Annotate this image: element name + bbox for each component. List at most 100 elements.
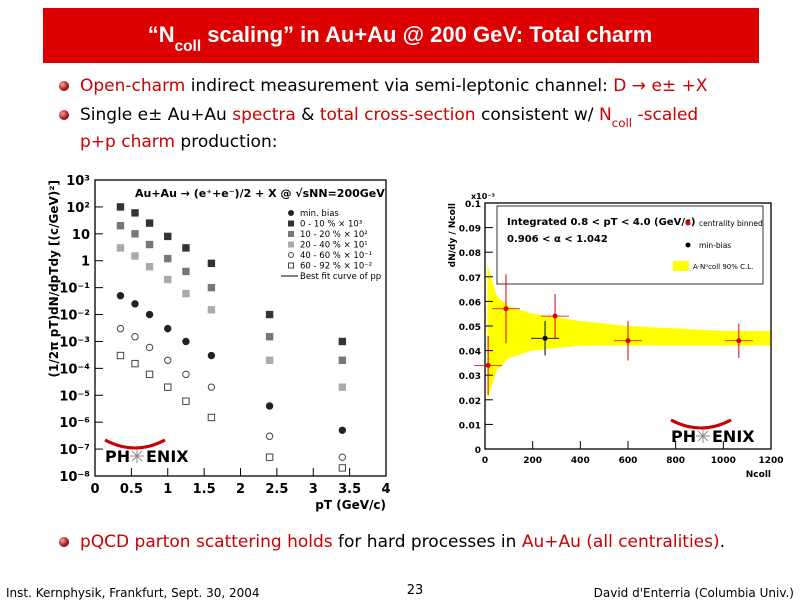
data-point [131, 333, 139, 341]
legend-label: min. bias [300, 209, 339, 219]
text-run: scaling” in Au+Au @ 200 GeV: Total charm [201, 22, 652, 47]
legend-marker [685, 220, 691, 226]
x-tick-label: 800 [666, 456, 685, 466]
y-tick-label: 10⁻⁷ [59, 443, 90, 458]
x-tick-label: 1.5 [193, 482, 216, 497]
data-point [207, 306, 216, 314]
logo-arc [670, 418, 732, 430]
text-run: . [720, 532, 725, 552]
data-point [265, 453, 274, 461]
data-point [338, 383, 347, 391]
x-tick-label: 3.5 [338, 482, 361, 497]
y-tick-label: 10⁻⁸ [59, 470, 90, 485]
text-run: N [599, 105, 612, 125]
x-tick-label: 2 [236, 482, 245, 497]
data-point [265, 356, 274, 364]
legend-swatch [673, 261, 689, 271]
x-tick-label: 4 [381, 482, 390, 497]
text-run: total cross-section [320, 105, 476, 125]
text-run: p+p charm [80, 132, 175, 152]
x-tick-label: 2.5 [265, 482, 288, 497]
logo-star [131, 450, 138, 457]
data-point [182, 267, 190, 276]
exponent-label: x10⁻³ [471, 192, 496, 201]
confidence-band [487, 264, 771, 400]
data-point [338, 356, 347, 364]
legend-label: A·Nᵅcoll 90% C.L. [693, 263, 753, 271]
text-run: spectra [232, 105, 296, 125]
data-point [164, 356, 172, 364]
data-point [131, 359, 139, 368]
note: Integrated 0.8 < pT < 4.0 (GeV/c) [507, 217, 695, 228]
legend-label: 10 - 20 % × 10² [300, 230, 368, 240]
y-tick-label: 0.03 [459, 372, 481, 382]
x-tick-label: 200 [523, 456, 542, 466]
legend-label: centrality binned [699, 219, 763, 228]
x-axis-label: pT (GeV/c) [315, 498, 386, 512]
text-run: -scaled [632, 105, 698, 125]
text-run: & [296, 105, 320, 125]
text-run: “N [148, 22, 175, 47]
title-band [43, 8, 759, 63]
y-tick-label: 0.07 [459, 274, 481, 284]
data-point [265, 402, 274, 410]
y-tick-label: 0.08 [459, 249, 481, 259]
y-tick-label: 10³ [66, 174, 90, 189]
y-tick-label: 10⁻³ [59, 335, 90, 350]
data-point [145, 219, 154, 227]
data-point [145, 240, 154, 249]
text-line: p+p charm production: [80, 132, 277, 152]
y-tick-label: 1 [81, 255, 90, 270]
logo-star [131, 455, 138, 462]
legend-marker [685, 242, 691, 248]
y-tick-label: 0.04 [459, 348, 481, 358]
annotation: Au+Au → (e⁺+e⁻)/2 + X @ √sNN=200GeV [135, 187, 385, 200]
x-tick-label: 3 [309, 482, 318, 497]
text-run: D → e± +X [613, 76, 707, 96]
y-tick-label: 0.1 [465, 200, 481, 210]
y-tick-label: 0.05 [459, 323, 481, 333]
text-run: Open-charm [80, 76, 185, 96]
text-run: coll [612, 116, 632, 130]
data-point [265, 432, 274, 440]
y-axis-label: dN/dy / Ncoll [448, 203, 458, 267]
y-axis-label: (1/2π pT)dN/dpTdy [(c/GeV)²] [47, 180, 61, 377]
data-point [182, 397, 190, 405]
data-point [265, 333, 274, 341]
y-tick-label: 0.09 [459, 225, 481, 235]
logo-star [697, 435, 704, 442]
data-point [542, 335, 548, 341]
data-point [164, 383, 172, 391]
y-tick-label: 0.02 [459, 397, 481, 407]
y-tick-label: 10⁻¹ [59, 282, 90, 297]
x-tick-label: 0.5 [120, 482, 143, 497]
data-point [207, 413, 216, 422]
data-point [207, 283, 216, 292]
data-point [116, 203, 125, 211]
text-line: “Ncoll scaling” in Au+Au @ 200 GeV: Tota… [148, 22, 653, 55]
y-tick-label: 10⁻⁶ [59, 416, 90, 431]
logo-star [136, 455, 143, 462]
legend-label: 40 - 60 % × 10⁻¹ [300, 251, 372, 261]
data-point [338, 464, 347, 472]
data-point [145, 310, 154, 319]
legend-label: Best fit curve of pp [300, 272, 381, 282]
data-point [116, 324, 125, 333]
legend-marker [288, 252, 294, 258]
data-point [164, 275, 172, 284]
y-tick-label: 10⁻² [59, 309, 90, 324]
x-tick-label: 1 [163, 482, 172, 497]
logo-star [136, 450, 143, 457]
legend-label: 0 - 10 % × 10³ [300, 220, 362, 230]
text-line: Open-charm indirect measurement via semi… [80, 76, 708, 96]
bullet-dot [59, 81, 69, 91]
bullet-dot [59, 537, 69, 547]
footer-left: Inst. Kernphysik, Frankfurt, Sept. 30, 2… [6, 586, 260, 600]
logo-text: PH [105, 447, 130, 466]
x-axis-label: Ncoll [746, 470, 771, 480]
legend-label: min-bias [699, 241, 731, 250]
data-point [131, 209, 139, 217]
y-tick-label: 0.01 [459, 421, 481, 431]
text-line: Single e± Au+Au spectra & total cross-se… [80, 105, 698, 130]
data-point [131, 300, 139, 308]
